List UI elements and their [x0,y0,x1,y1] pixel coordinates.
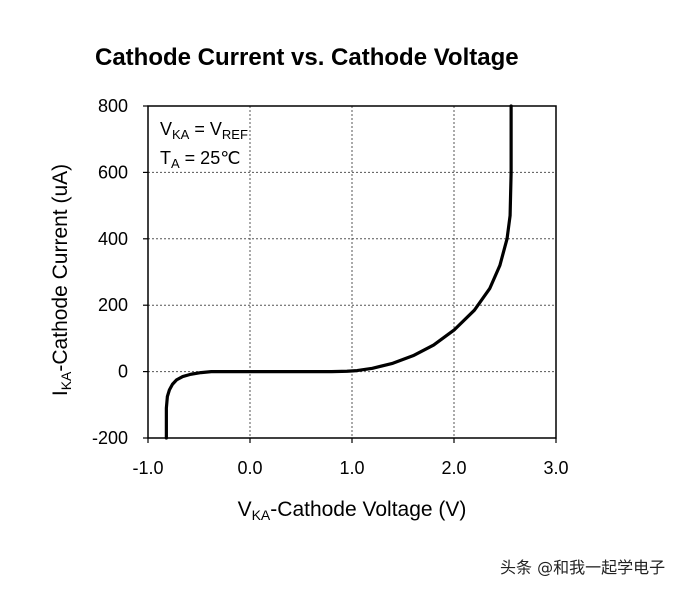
x-tick-label: 1.0 [339,458,364,478]
watermark-text: 头条 @和我一起学电子 [500,558,666,577]
y-tick-labels: -200 0 200 400 600 800 [92,96,148,448]
y-tick-label: -200 [92,428,128,448]
y-tick-label: 400 [98,229,128,249]
annotations: VKA = VREF TA = 25℃ [160,119,248,171]
y-tick-label: 800 [98,96,128,116]
y-axis-label: IKA-Cathode Current (uA) [49,164,74,396]
x-tick-label: 2.0 [441,458,466,478]
x-tick-label: 0.0 [237,458,262,478]
y-tick-label: 600 [98,162,128,182]
series-line [164,104,513,440]
x-tick-label: 3.0 [543,458,568,478]
y-tick-label: 200 [98,295,128,315]
x-axis-label: VKA-Cathode Voltage (V) [238,498,467,523]
x-tick-label: -1.0 [132,458,163,478]
x-tick-labels: -1.0 0.0 1.0 2.0 3.0 [132,438,569,478]
legend-annotation: VKA = VREF [160,119,248,142]
y-tick-label: 0 [118,362,128,382]
legend-annotation: TA = 25℃ [160,148,240,171]
chart-title: Cathode Current vs. Cathode Voltage [95,44,519,71]
